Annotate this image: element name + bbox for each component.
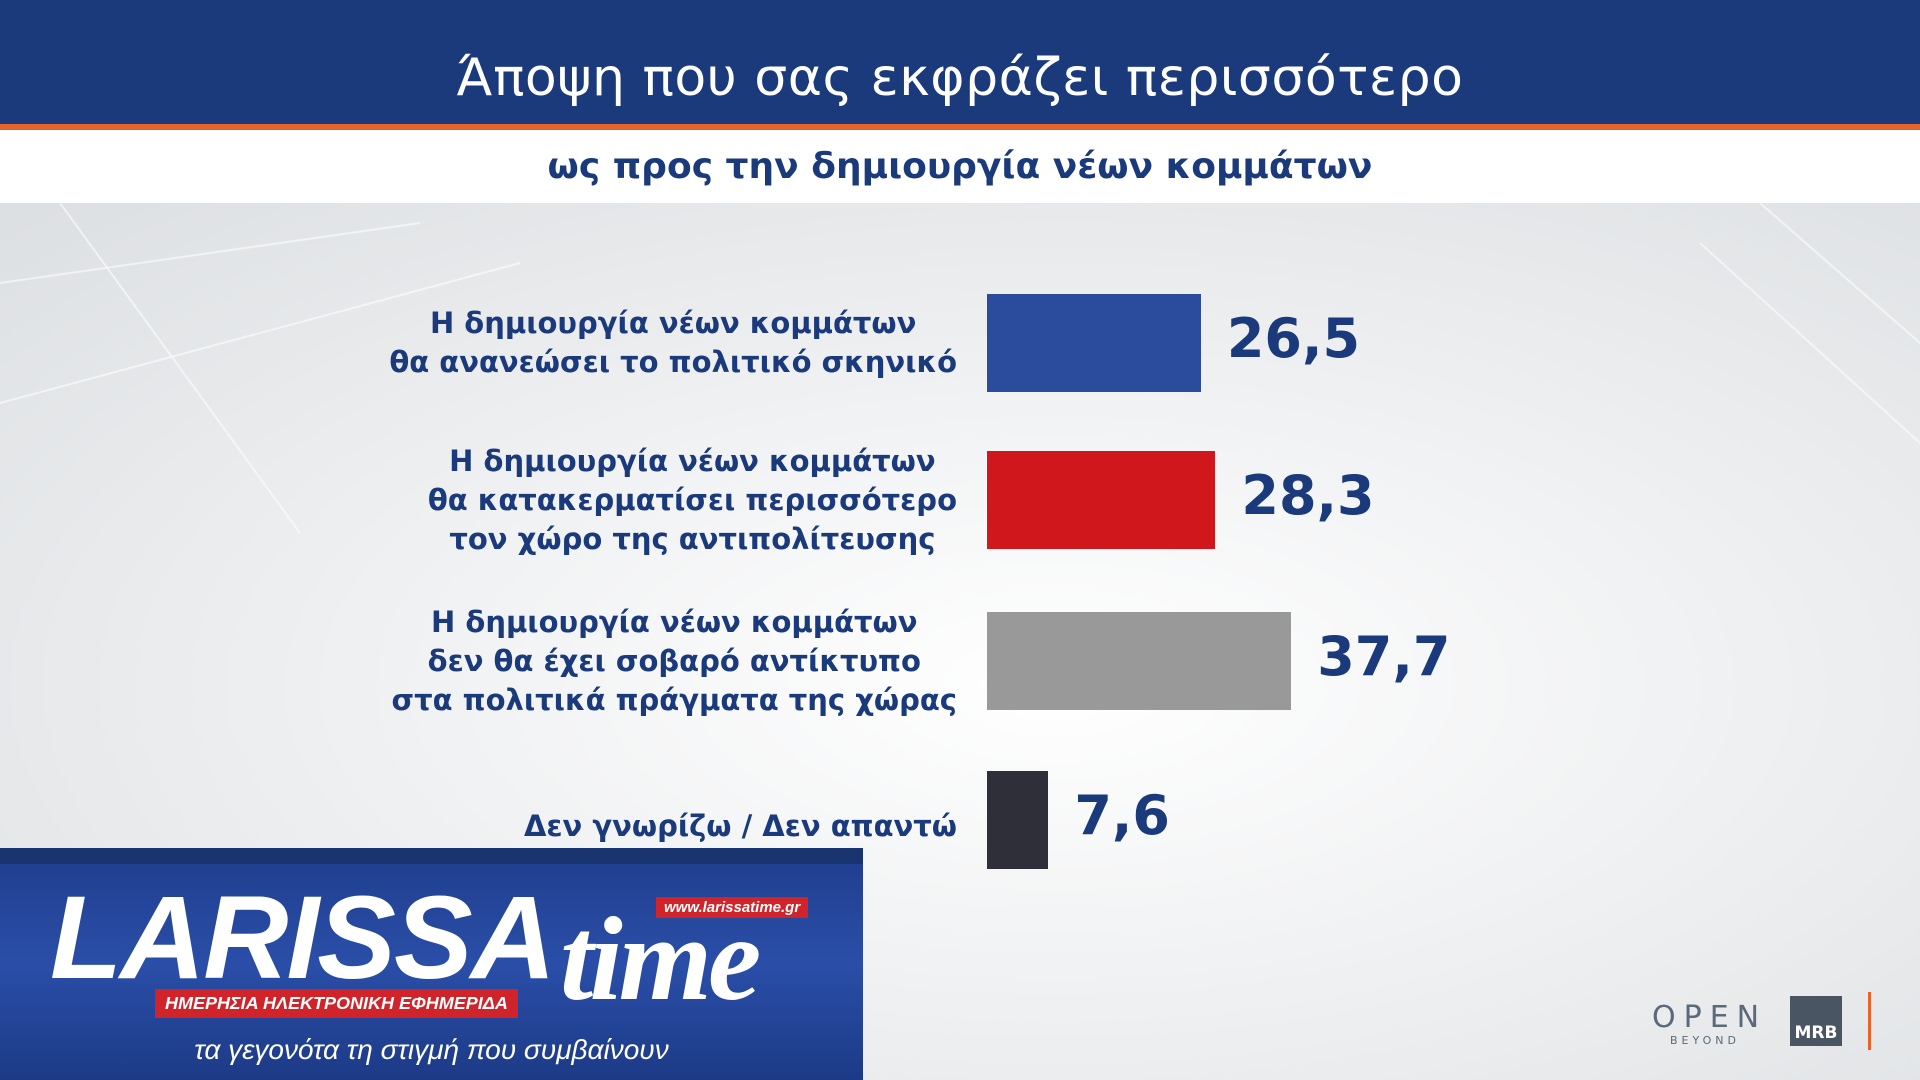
- bar: [987, 294, 1201, 392]
- data-label: 28,3: [1241, 464, 1375, 527]
- category-label-line: Η δημιουργία νέων κομμάτων: [449, 443, 936, 478]
- category-label-line: τον χώρο της αντιπολίτευσης: [449, 521, 936, 556]
- larissatime-watermark: [0, 848, 863, 1080]
- bar: [987, 612, 1292, 710]
- bar: [987, 451, 1216, 549]
- category-label-line: Δεν γνωρίζω / Δεν απαντώ: [523, 808, 957, 843]
- category-label-line: Η δημιουργία νέων κομμάτων: [429, 306, 917, 340]
- data-label: 7,6: [1074, 784, 1170, 847]
- category-label: Η δημιουργία νέων κομμάτων δεν θα έχει σο…: [392, 603, 957, 720]
- mrb-accent-line: [1868, 992, 1871, 1050]
- category-label-line: θα ανανεώσει το πολιτικό σκηνικό: [389, 345, 957, 379]
- category-label-line: δεν θα έχει σοβαρό αντίκτυπο: [427, 643, 921, 678]
- category-label-line: Η δημιουργία νέων κομμάτων: [431, 604, 918, 639]
- subtitle-bar: [0, 130, 1920, 203]
- data-label: 26,5: [1226, 307, 1361, 370]
- category-label-line: θα κατακερματίσει περισσότερο: [427, 482, 957, 517]
- category-label-line: στα πολιτικά πράγματα της χώρας: [391, 682, 957, 717]
- bar: [987, 771, 1049, 869]
- watermark-url: www.larissatime.gr: [656, 897, 809, 918]
- mrb-logo: MRB: [1790, 996, 1842, 1046]
- category-label: Η δημιουργία νέων κομμάτων θα ανανεώσει τ…: [389, 304, 957, 382]
- open-logo: OPEN: [1652, 1000, 1768, 1035]
- background-decoration: [0, 203, 1920, 534]
- watermark-top-strip: [0, 848, 863, 864]
- category-label: Η δημιουργία νέων κομμάτων θα κατακερματί…: [428, 442, 957, 559]
- chart-subtitle: ως προς την δημιουργία νέων κομμάτων: [547, 146, 1373, 187]
- watermark-brand-main: LARISSA: [50, 872, 556, 1004]
- watermark-red-tagline: ΗΜΕΡΗΣΙΑ ΗΛΕΚΤΡΟΝΙΚΗ ΕΦΗΜΕΡΙΔΑ: [155, 989, 518, 1018]
- data-label: 37,7: [1317, 625, 1451, 688]
- category-label: Δεν γνωρίζω / Δεν απαντώ: [524, 807, 957, 846]
- chart-title: Άποψη που σας εκφράζει περισσότερο: [456, 48, 1464, 108]
- watermark-tagline: τα γεγονότα τη στιγμή που συμβαίνουν: [194, 1034, 669, 1065]
- header-bar: [0, 0, 1920, 124]
- header-accent-line: [0, 124, 1920, 130]
- open-logo-subtitle: BEYOND: [1670, 1034, 1740, 1047]
